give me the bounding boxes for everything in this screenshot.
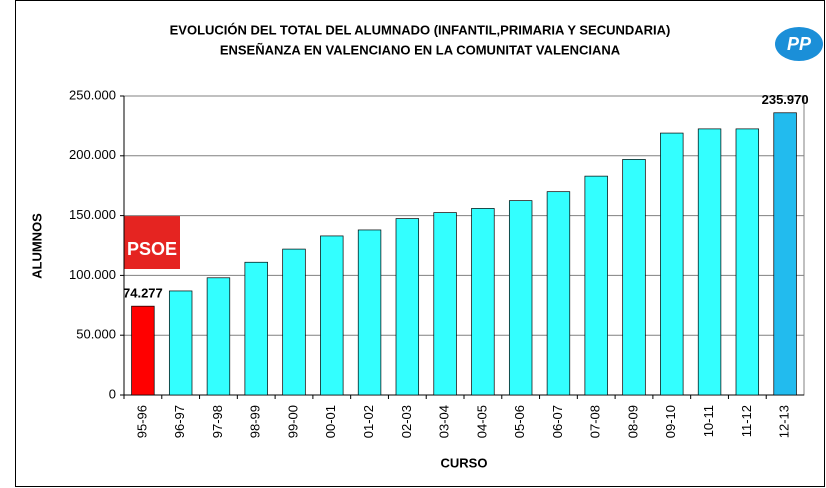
psoe-logo bbox=[124, 216, 180, 269]
x-tick-label: 07-08 bbox=[588, 405, 603, 438]
bar bbox=[282, 248, 306, 396]
x-tick-label: 95-96 bbox=[134, 405, 149, 438]
bar bbox=[395, 218, 420, 396]
bar bbox=[773, 112, 797, 396]
x-tick-label: 11-12 bbox=[739, 405, 754, 437]
y-tick-label: 100.000 bbox=[69, 267, 116, 282]
bar bbox=[433, 212, 457, 396]
x-tick-label: 01-02 bbox=[361, 405, 376, 438]
y-tick-label: 200.000 bbox=[69, 147, 116, 162]
x-tick-label: 05-06 bbox=[512, 405, 527, 438]
y-axis-label: ALUMNOS bbox=[29, 213, 44, 279]
x-tick-label: 02-03 bbox=[399, 405, 414, 438]
bar bbox=[697, 128, 722, 396]
psoe-logo-text: PSOE bbox=[127, 239, 177, 259]
x-tick-label: 09-10 bbox=[663, 405, 678, 438]
value-label: 235.970 bbox=[762, 92, 809, 107]
x-tick-label: 98-99 bbox=[248, 405, 263, 438]
x-tick-label: 96-97 bbox=[172, 405, 187, 438]
bar bbox=[546, 191, 571, 396]
x-tick-label: 04-05 bbox=[474, 405, 489, 438]
bar bbox=[508, 200, 533, 396]
chart-subtitle: ENSEÑANZA EN VALENCIANO EN LA COMUNITAT … bbox=[220, 42, 621, 57]
bar bbox=[320, 235, 344, 396]
bar bbox=[622, 159, 646, 396]
bar bbox=[584, 175, 608, 396]
pp-logo-text: PP bbox=[787, 34, 812, 54]
x-tick-label: 03-04 bbox=[437, 405, 452, 438]
bar bbox=[735, 128, 760, 396]
x-tick-label: 99-00 bbox=[285, 405, 300, 438]
x-tick-label: 06-07 bbox=[550, 405, 565, 438]
bar bbox=[131, 305, 155, 396]
x-tick-label: 97-98 bbox=[210, 405, 225, 438]
chart-title: EVOLUCIÓN DEL TOTAL DEL ALUMNADO (INFANT… bbox=[170, 22, 671, 37]
y-tick-label: 50.000 bbox=[76, 327, 116, 342]
y-tick-label: 150.000 bbox=[69, 207, 116, 222]
pp-logo bbox=[775, 27, 823, 61]
value-label: 74.277 bbox=[123, 286, 163, 301]
bar bbox=[357, 229, 382, 396]
y-tick-label: 250.000 bbox=[69, 87, 116, 102]
x-axis-label: CURSO bbox=[441, 455, 488, 470]
x-tick-label: 12-13 bbox=[777, 405, 792, 438]
bar bbox=[471, 208, 495, 396]
bar bbox=[244, 261, 268, 396]
y-tick-label: 0 bbox=[109, 386, 116, 401]
x-tick-label: 08-09 bbox=[625, 405, 640, 438]
x-tick-label: 10-11 bbox=[701, 405, 716, 437]
bar bbox=[206, 277, 231, 396]
x-tick-label: 00-01 bbox=[323, 405, 338, 438]
bar bbox=[660, 132, 684, 396]
bar bbox=[168, 290, 193, 396]
